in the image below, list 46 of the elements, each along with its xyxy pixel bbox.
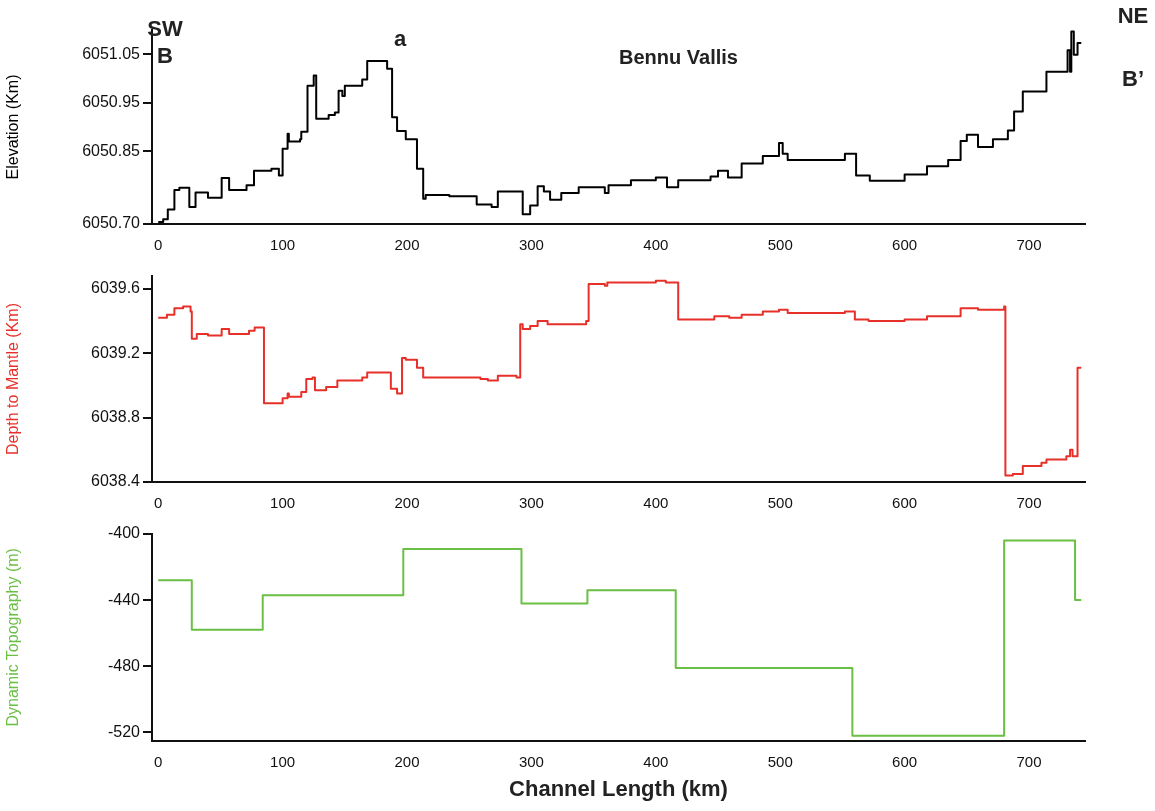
y-tick-label: -440 [107,590,141,608]
y-tick-label: -480 [107,656,141,674]
x-tick-label: 600 [892,494,918,512]
x-tick-label: 100 [270,236,296,254]
y-tick-label: 6039.6 [91,279,141,297]
x-tick-label: 600 [892,752,918,770]
x-tick-label: 100 [270,752,296,770]
x-tick-label: 700 [1016,236,1042,254]
y-tick-label: 6050.85 [82,141,141,159]
y-tick-label: 6038.8 [91,408,141,426]
y-axis-title: Dynamic Topography (m) [4,548,22,727]
y-axis-title: Elevation (Km) [4,74,22,180]
x-tick-label: 300 [518,752,544,770]
x-tick-label: 400 [643,236,669,254]
x-tick-label: 0 [154,494,163,512]
x-tick-label: 300 [518,494,544,512]
x-tick-label: 600 [892,236,918,254]
x-tick-label: 400 [643,752,669,770]
y-axis-title: Depth to Mantle (Km) [4,302,22,456]
x-tick-label: 200 [394,494,420,512]
x-tick-label: 300 [518,236,544,254]
y-tick-label: 6050.95 [82,93,141,111]
y-tick-label: 6038.4 [91,472,141,490]
x-tick-label: 700 [1016,752,1042,770]
x-tick-label: 200 [394,236,420,254]
x-tick-label: 100 [270,494,296,512]
annotation: SW [147,16,183,42]
x-tick-label: 400 [643,494,669,512]
y-tick-label: 6039.2 [91,343,141,361]
annotation: B [157,43,173,69]
x-tick-label: 500 [767,752,793,770]
y-tick-label: -520 [107,722,141,740]
text: Bennu Vallis [619,45,738,68]
x-tick-label: 200 [394,752,420,770]
x-tick-label: 700 [1016,494,1042,512]
text: B’ [1122,66,1144,92]
y-tick-label: 6050.70 [82,214,141,232]
x-axis-title: Channel Length (km) [509,775,728,801]
text: NE [1117,3,1149,29]
y-tick-label: 6051.05 [82,44,141,62]
y-tick-label: -400 [107,524,141,542]
annotation: a [393,26,407,52]
x-tick-label: 0 [154,752,163,770]
x-tick-label: 0 [154,236,163,254]
x-tick-label: 500 [767,236,793,254]
x-tick-label: 500 [767,494,793,512]
